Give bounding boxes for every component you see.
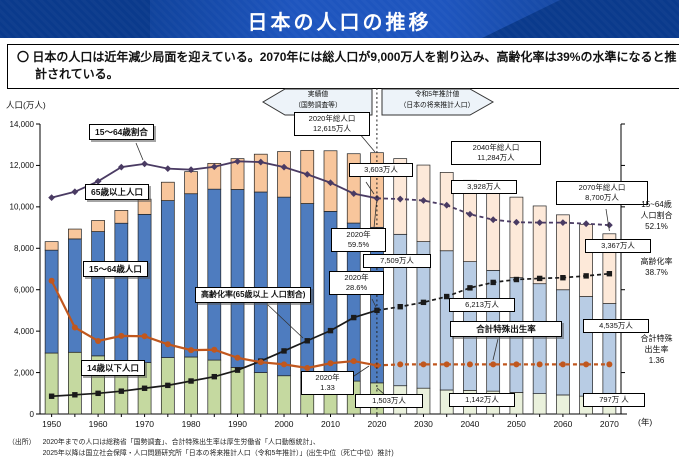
right-label-aging: 高齢化率 38.7%	[640, 257, 673, 277]
svg-text:1990: 1990	[228, 419, 247, 429]
callout-pop65-2040: 3,928万人	[451, 180, 517, 194]
callout-ratio-2020: 2020年 59.5%	[331, 228, 386, 252]
source-prefix: （出所）	[8, 439, 36, 446]
source-note: （出所） 2020年までの人口は総務省「国勢調査」、合計特殊出生率は厚生労働省「…	[8, 438, 394, 459]
svg-text:8,000: 8,000	[14, 244, 35, 253]
svg-text:2000: 2000	[275, 419, 294, 429]
svg-text:1960: 1960	[89, 419, 108, 429]
leader-total-2020	[358, 132, 376, 153]
leader-pop65-2020	[365, 181, 375, 195]
svg-text:14,000: 14,000	[10, 120, 35, 129]
svg-text:0: 0	[30, 410, 35, 419]
callout-total-2020: 2020年総人口 12,615万人	[294, 112, 370, 136]
callout-total-2040: 2040年総人口 11,284万人	[451, 141, 541, 165]
callout-pop014-2020: 1,503万人	[355, 394, 423, 408]
svg-text:1970: 1970	[135, 419, 154, 429]
svg-text:1980: 1980	[182, 419, 201, 429]
svg-text:1950: 1950	[42, 419, 61, 429]
series-label-ratio-15-64: 15～64歳割合	[89, 124, 154, 141]
header-accent-band	[150, 0, 560, 38]
callout-tfr-2020: 2020年 1.33	[301, 371, 354, 395]
svg-text:2020: 2020	[368, 419, 387, 429]
y-axis-title: 人口(万人)	[6, 100, 46, 110]
source-lines: 2020年までの人口は総務省「国勢調査」、合計特殊出生率は厚生労働省「人口動態統…	[43, 438, 394, 459]
summary-statement-box: 〇 日本の人口は近年減少局面を迎えている。2070年には総人口が9,000万人を…	[7, 44, 679, 89]
callout-pop014-2040: 1,142万人	[449, 393, 515, 407]
svg-text:12,000: 12,000	[10, 161, 35, 170]
projection-period-arrow-label: 令和5年推計値 （日本の将来推計人口）	[399, 91, 475, 109]
callout-pop014-2070: 797万 人	[583, 393, 645, 407]
series-label-pop-15-64: 15～64歳人口	[83, 261, 148, 278]
svg-text:2060: 2060	[553, 419, 572, 429]
actual-period-arrow	[262, 88, 373, 116]
right-label-ratio: 15~64歳 人口割合 52.1%	[640, 200, 673, 231]
callout-pop1564-2070: 4,535万人	[583, 319, 649, 333]
source-line-1: 2020年までの人口は総務省「国勢調査」、合計特殊出生率は厚生労働省「人口動態統…	[42, 439, 320, 446]
series-label-pop-65-plus: 65歳以上人口	[85, 184, 149, 201]
x-axis-unit: (年)	[638, 417, 653, 427]
leader-tfr-label	[492, 338, 499, 361]
callout-pop1564-2040: 6,213万人	[449, 298, 515, 312]
leader-aging-label	[267, 304, 304, 339]
callout-pop65-2070: 3,367万人	[585, 239, 651, 253]
page-header: 日本の人口の推移	[0, 0, 679, 38]
svg-text:2050: 2050	[507, 419, 526, 429]
header-pattern	[0, 0, 679, 38]
page-title: 日本の人口の推移	[247, 12, 432, 34]
svg-text:2010: 2010	[321, 419, 340, 429]
leader-ratio-label	[135, 142, 144, 161]
actual-period-arrow-label: 実績値 （国勢調査等）	[294, 91, 342, 109]
callout-pop65-2020: 3,603万人	[349, 163, 413, 177]
leader-total-2070	[605, 208, 610, 232]
series-label-fertility-rate: 合計特殊出生率	[450, 321, 562, 338]
callout-total-2070: 2070年総人口 8,700万人	[556, 181, 648, 205]
svg-text:4,000: 4,000	[14, 327, 35, 336]
leader-aging-2020	[371, 298, 377, 308]
svg-text:6,000: 6,000	[14, 286, 35, 295]
svg-text:10,000: 10,000	[10, 203, 35, 212]
callout-aging-2020: 2020年 28.6%	[329, 271, 384, 295]
svg-text:2070: 2070	[600, 419, 619, 429]
svg-text:2040: 2040	[460, 419, 479, 429]
callout-pop1564-2020: 7,509万人	[363, 254, 431, 268]
projection-period-arrow	[381, 88, 495, 116]
leader-pop014-2020	[376, 387, 385, 395]
svg-text:2030: 2030	[414, 419, 433, 429]
svg-text:2,000: 2,000	[14, 368, 35, 377]
leader-ratio-2020	[373, 201, 377, 229]
series-label-aging-rate: 高齢化率(65歳以上 人口割合)	[195, 287, 312, 303]
right-label-tfr: 合計特殊 出生率 1.36	[640, 334, 673, 365]
chart-annotation-lines	[135, 88, 610, 414]
source-line-2: 2025年以降は国立社会保障・人口問題研究所「日本の将来推計人口（令和5年推計）…	[42, 449, 394, 457]
series-label-pop-under-14: 14歳以下人口	[81, 360, 145, 377]
